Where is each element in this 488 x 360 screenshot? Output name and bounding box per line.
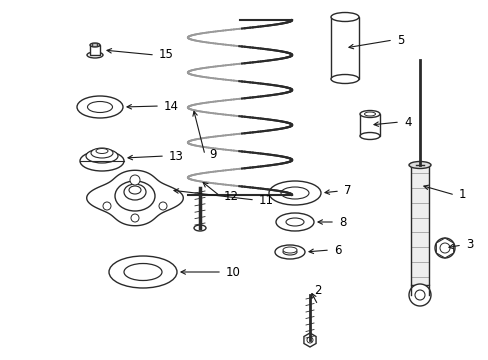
Polygon shape [410, 165, 428, 285]
Text: 4: 4 [403, 116, 411, 129]
Text: 13: 13 [169, 149, 183, 162]
Polygon shape [359, 114, 379, 136]
Text: 14: 14 [163, 99, 179, 112]
Circle shape [159, 202, 167, 210]
Circle shape [408, 284, 430, 306]
Text: 8: 8 [338, 216, 346, 229]
Ellipse shape [124, 184, 146, 200]
Polygon shape [86, 170, 183, 226]
Ellipse shape [91, 148, 113, 158]
Text: 2: 2 [314, 284, 321, 297]
Polygon shape [435, 238, 453, 258]
Ellipse shape [330, 75, 358, 84]
Circle shape [414, 290, 424, 300]
Text: 7: 7 [343, 184, 351, 198]
Text: 6: 6 [333, 243, 341, 256]
Text: 10: 10 [225, 266, 241, 279]
Ellipse shape [77, 96, 123, 118]
Circle shape [130, 175, 140, 185]
Circle shape [439, 243, 449, 253]
Text: 9: 9 [208, 148, 216, 162]
Ellipse shape [268, 181, 320, 205]
Circle shape [103, 202, 111, 210]
Ellipse shape [330, 13, 358, 22]
Ellipse shape [129, 186, 141, 194]
Ellipse shape [86, 149, 118, 163]
Circle shape [306, 337, 312, 343]
Ellipse shape [274, 245, 305, 259]
Text: 11: 11 [259, 194, 273, 207]
Ellipse shape [87, 102, 112, 112]
Ellipse shape [275, 213, 313, 231]
Ellipse shape [115, 181, 155, 211]
Polygon shape [330, 17, 358, 79]
Circle shape [131, 214, 139, 222]
Ellipse shape [283, 247, 296, 253]
Ellipse shape [281, 187, 308, 199]
Polygon shape [90, 45, 100, 55]
Ellipse shape [124, 264, 162, 280]
Text: 3: 3 [465, 238, 472, 252]
Text: 15: 15 [159, 49, 174, 62]
Ellipse shape [109, 256, 177, 288]
Text: 1: 1 [458, 189, 466, 202]
Ellipse shape [96, 148, 108, 153]
Ellipse shape [194, 225, 205, 231]
Ellipse shape [87, 52, 103, 58]
Ellipse shape [359, 132, 379, 139]
Ellipse shape [408, 162, 430, 168]
Ellipse shape [283, 249, 296, 255]
Ellipse shape [364, 112, 375, 116]
Ellipse shape [80, 151, 124, 171]
Text: 5: 5 [396, 33, 404, 46]
Ellipse shape [359, 111, 379, 117]
Circle shape [439, 243, 449, 253]
Text: 12: 12 [224, 189, 239, 202]
Circle shape [434, 238, 454, 258]
Ellipse shape [90, 43, 100, 47]
Ellipse shape [285, 218, 304, 226]
Ellipse shape [92, 44, 98, 46]
Polygon shape [304, 333, 315, 347]
